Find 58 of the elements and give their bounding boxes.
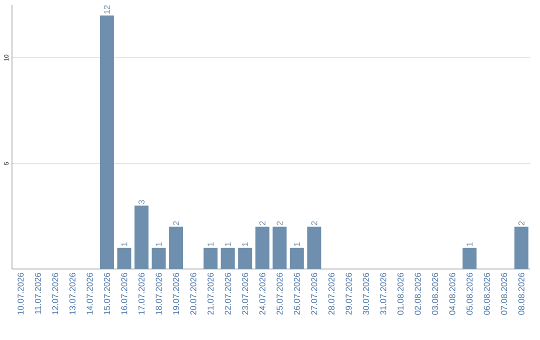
bar xyxy=(100,16,114,269)
bar xyxy=(204,248,218,269)
x-tick-label: 10.07.2026 xyxy=(18,272,24,314)
data-label: 1 xyxy=(224,242,231,246)
x-tick-label: 29.07.2026 xyxy=(346,272,352,315)
x-tick-label: 02.08.2026 xyxy=(414,272,421,315)
x-tick-label: 28.07.2026 xyxy=(328,272,334,315)
x-tick-label: 20.07.2026 xyxy=(190,272,196,315)
bar xyxy=(307,226,322,269)
x-tick-label: 24.07.2026 xyxy=(259,272,266,315)
x-tick-label: 23.07.2026 xyxy=(242,272,248,315)
bar xyxy=(220,248,235,269)
bar xyxy=(152,248,166,269)
bar xyxy=(169,226,184,269)
x-tick-label: 01.08.2026 xyxy=(398,272,404,315)
x-tick-label: 11.07.2026 xyxy=(34,272,41,314)
bar xyxy=(134,206,148,269)
x-tick-label: 19.07.2026 xyxy=(173,272,180,314)
x-tick-label: 17.07.2026 xyxy=(138,272,145,314)
data-label: 2 xyxy=(276,221,283,226)
x-tick-label: 15.07.2026 xyxy=(104,272,110,314)
x-tick-label: 12.07.2026 xyxy=(52,272,58,314)
bar xyxy=(117,248,132,269)
data-label: 1 xyxy=(156,242,162,246)
data-label: 3 xyxy=(138,200,145,204)
data-label: 2 xyxy=(518,221,524,226)
data-label: 12 xyxy=(104,5,110,14)
data-label: 2 xyxy=(259,221,266,226)
x-tick-label: 31.07.2026 xyxy=(380,272,386,315)
data-label: 2 xyxy=(311,221,318,226)
data-label: 1 xyxy=(121,242,128,246)
x-tick-label: 06.08.2026 xyxy=(484,272,490,315)
x-tick-label: 22.07.2026 xyxy=(224,272,231,315)
x-tick-label: 18.07.2026 xyxy=(156,272,162,314)
x-tick-label: 27.07.2026 xyxy=(311,272,318,315)
x-tick-label: 25.07.2026 xyxy=(276,272,283,315)
data-label: 1 xyxy=(208,242,214,246)
x-tick-label: 14.07.2026 xyxy=(86,272,93,314)
bar xyxy=(272,226,287,269)
bar xyxy=(290,248,304,269)
bar xyxy=(255,226,270,269)
data-label: 1 xyxy=(466,242,472,246)
x-tick-label: 21.07.2026 xyxy=(208,272,214,315)
bar xyxy=(514,226,528,269)
x-tick-label: 03.08.2026 xyxy=(432,272,438,315)
x-tick-label: 05.08.2026 xyxy=(466,272,473,315)
x-tick-label: 26.07.2026 xyxy=(294,272,300,315)
x-tick-label: 30.07.2026 xyxy=(362,272,369,315)
x-tick-label: 07.08.2026 xyxy=(501,272,508,315)
bar xyxy=(238,248,252,269)
data-label: 1 xyxy=(242,242,248,246)
data-label: 2 xyxy=(173,221,180,226)
data-label: 1 xyxy=(294,242,300,246)
x-tick-label: 16.07.2026 xyxy=(121,272,128,314)
bar xyxy=(462,248,477,269)
x-tick-label: 08.08.2026 xyxy=(518,272,524,315)
x-tick-label: 13.07.2026 xyxy=(69,272,76,314)
x-tick-label: 04.08.2026 xyxy=(449,272,456,315)
